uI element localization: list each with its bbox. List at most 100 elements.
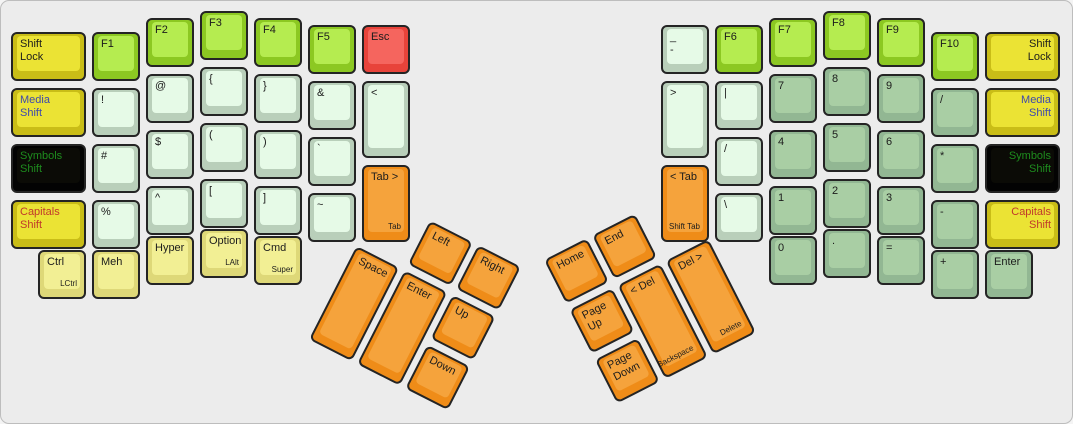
key-num-3[interactable]: 3 <box>877 186 925 235</box>
key-dot[interactable]: . <box>823 229 871 279</box>
key-underscore-minus[interactable]: _ - <box>661 25 709 74</box>
key-num-0[interactable]: 0 <box>769 236 817 286</box>
keytop-symbols-shift: Symbols Shift <box>17 148 80 183</box>
keytop-option: Option LAlt <box>206 233 242 269</box>
key-dollar[interactable]: $ <box>146 130 194 179</box>
key-label-greater-than: > <box>670 87 677 99</box>
key-enter-r[interactable]: Enter <box>985 250 1033 300</box>
key-symbols-shift[interactable]: Symbols Shift <box>11 144 86 193</box>
key-label-capitals-shift: Capitals Shift <box>20 206 60 231</box>
key-star[interactable]: * <box>931 144 979 193</box>
key-lparen[interactable]: ( <box>200 123 248 172</box>
key-cmd[interactable]: Cmd Super <box>254 236 302 286</box>
key-label-num-7: 7 <box>778 80 785 92</box>
key-media-shift[interactable]: Media Shift <box>11 88 86 137</box>
key-lbrace[interactable]: { <box>200 67 248 116</box>
key-f6[interactable]: F6 <box>715 25 763 74</box>
key-hash[interactable]: # <box>92 144 140 193</box>
key-less-than[interactable]: < <box>362 81 410 158</box>
key-label-space: Space <box>356 255 390 281</box>
key-num-1[interactable]: 1 <box>769 186 817 235</box>
keytop-star: * <box>937 148 973 183</box>
key-at[interactable]: @ <box>146 74 194 123</box>
key-percent[interactable]: % <box>92 200 140 249</box>
key-plus[interactable]: + <box>931 250 979 300</box>
key-excl[interactable]: ! <box>92 88 140 137</box>
keytop-caret: ^ <box>152 190 188 225</box>
keytop-right: Right <box>465 251 514 299</box>
key-label-tab-forward: Tab > <box>371 171 399 183</box>
keytop-symbols-shift-r: Symbols Shift <box>991 148 1054 183</box>
key-f5[interactable]: F5 <box>308 25 356 74</box>
keytop-num-4: 4 <box>775 134 811 169</box>
key-tab-forward[interactable]: Tab > Tab <box>362 165 410 242</box>
key-label-underscore-minus: _ - <box>670 31 677 56</box>
key-f10[interactable]: F10 <box>931 32 979 81</box>
key-label-symbols-shift-r: Symbols Shift <box>1008 150 1051 175</box>
key-option[interactable]: Option LAlt <box>200 229 248 279</box>
key-label-hyper: Hyper <box>155 242 185 255</box>
key-capitals-shift[interactable]: Capitals Shift <box>11 200 86 249</box>
key-label-f2: F2 <box>155 24 168 36</box>
key-symbols-shift-r[interactable]: Symbols Shift <box>985 144 1060 193</box>
key-pipe[interactable]: | <box>715 81 763 130</box>
key-shift-lock-r[interactable]: Shift Lock <box>985 32 1060 81</box>
key-minus[interactable]: - <box>931 200 979 249</box>
key-ctrl[interactable]: Ctrl LCtrl <box>38 250 86 300</box>
key-num-4[interactable]: 4 <box>769 130 817 179</box>
key-greater-than[interactable]: > <box>661 81 709 158</box>
keytop-num-9: 9 <box>883 78 919 113</box>
key-label-num-9: 9 <box>886 80 893 92</box>
key-label-capitals-shift-r: Capitals Shift <box>1011 206 1051 231</box>
key-backslash[interactable]: \ <box>715 193 763 242</box>
keytop-lparen: ( <box>206 127 242 162</box>
key-label-enter-r: Enter <box>994 256 1021 269</box>
key-num-6[interactable]: 6 <box>877 130 925 179</box>
key-caret[interactable]: ^ <box>146 186 194 235</box>
key-rbracket[interactable]: ] <box>254 186 302 235</box>
key-rparen[interactable]: ) <box>254 130 302 179</box>
key-label-f5: F5 <box>317 31 330 43</box>
keytop-shift-lock: Shift Lock <box>17 36 80 71</box>
key-shift-lock[interactable]: Shift Lock <box>11 32 86 81</box>
key-amp[interactable]: & <box>308 81 356 130</box>
key-label-media-shift-r: Media Shift <box>1021 94 1051 119</box>
key-num-5[interactable]: 5 <box>823 123 871 172</box>
key-f1[interactable]: F1 <box>92 32 140 81</box>
key-label-shift-lock: Shift Lock <box>20 38 44 63</box>
keytop-f7: F7 <box>775 22 811 57</box>
key-equals[interactable]: = <box>877 236 925 286</box>
keytop-tilde: ~ <box>314 197 350 232</box>
key-label-page-down: Page Down <box>605 349 642 384</box>
keytop-hash: # <box>98 148 134 183</box>
key-num-7[interactable]: 7 <box>769 74 817 123</box>
keytop-shift-lock-r: Shift Lock <box>991 36 1054 71</box>
keytop-meh: Meh <box>98 254 134 290</box>
key-slash[interactable]: / <box>715 137 763 186</box>
key-backtick[interactable]: ` <box>308 137 356 186</box>
key-esc[interactable]: Esc <box>362 25 410 74</box>
key-f8[interactable]: F8 <box>823 11 871 60</box>
key-num-9[interactable]: 9 <box>877 74 925 123</box>
key-num-8[interactable]: 8 <box>823 67 871 116</box>
key-label-f4: F4 <box>263 24 276 36</box>
key-tab-back[interactable]: < Tab Shift Tab <box>661 165 709 242</box>
key-label-percent: % <box>101 206 111 218</box>
key-label-rbrace: } <box>263 80 267 92</box>
key-hyper[interactable]: Hyper <box>146 236 194 286</box>
keytop-equals: = <box>883 240 919 276</box>
key-f7[interactable]: F7 <box>769 18 817 67</box>
key-media-shift-r[interactable]: Media Shift <box>985 88 1060 137</box>
key-label-pipe: | <box>724 87 727 99</box>
key-f9[interactable]: F9 <box>877 18 925 67</box>
key-capitals-shift-r[interactable]: Capitals Shift <box>985 200 1060 249</box>
key-lbracket[interactable]: [ <box>200 179 248 228</box>
key-f4[interactable]: F4 <box>254 18 302 67</box>
key-rbrace[interactable]: } <box>254 74 302 123</box>
key-num-2[interactable]: 2 <box>823 179 871 228</box>
key-slash-num[interactable]: / <box>931 88 979 137</box>
key-tilde[interactable]: ~ <box>308 193 356 242</box>
key-meh[interactable]: Meh <box>92 250 140 300</box>
key-f2[interactable]: F2 <box>146 18 194 67</box>
key-f3[interactable]: F3 <box>200 11 248 60</box>
